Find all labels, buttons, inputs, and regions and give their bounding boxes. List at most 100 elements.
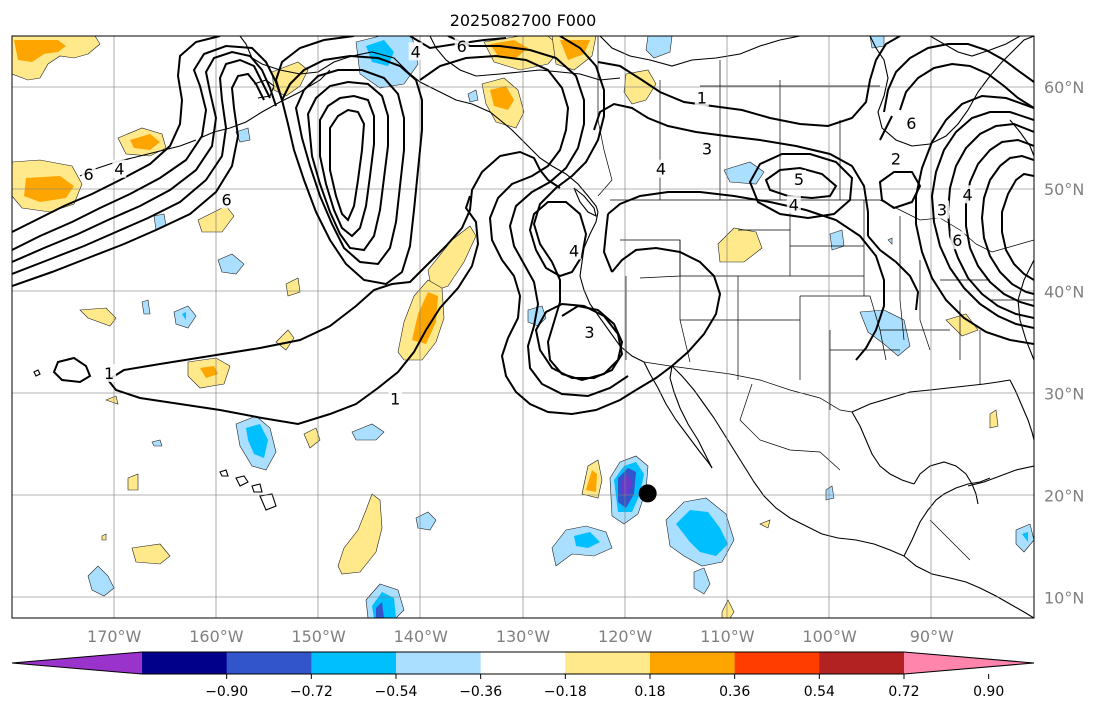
contour-e4 xyxy=(980,154,1034,295)
fill-patch-aleutian-1-core xyxy=(130,134,160,150)
lon-label-110w: 110°W xyxy=(700,627,755,646)
colorbar-tick-label: 0.90 xyxy=(973,684,1004,700)
fill-patch-hawaii-west-blue xyxy=(151,439,163,447)
colorbar-tick-label: −0.36 xyxy=(459,684,502,700)
lat-label-40: 40°N xyxy=(1044,282,1084,301)
colorbar-bin xyxy=(819,652,905,674)
fill-patch-south-central xyxy=(337,493,383,575)
contour-us-3 xyxy=(602,213,613,273)
contour-label: 1 xyxy=(104,364,114,383)
contour-4-loop xyxy=(528,201,588,278)
contour-w4 xyxy=(12,72,265,287)
contour-label-bg xyxy=(935,200,950,219)
contour-label: 2 xyxy=(891,150,901,169)
contour-label: 3 xyxy=(584,323,594,342)
fill-patch-gulf-alaska-blue xyxy=(467,89,479,103)
lat-label-10: 10°N xyxy=(1044,589,1084,608)
fill-patch-nwt-blue xyxy=(869,36,885,49)
contour-e-upper xyxy=(883,43,1034,113)
contour-label: 1 xyxy=(697,88,707,107)
fill-patch-central-pac-3 xyxy=(79,307,117,327)
contour-label-bg xyxy=(582,323,597,342)
contour-ak4 xyxy=(532,36,624,382)
contour-us-1 xyxy=(607,191,885,361)
contour-label: 4 xyxy=(411,42,421,61)
contour-label: 6 xyxy=(84,165,94,184)
contour-label-bg xyxy=(567,241,582,260)
colorbar-bin xyxy=(480,652,566,674)
coastline-hawaii-1 xyxy=(235,475,249,487)
coastline-baja-west xyxy=(643,361,713,469)
lon-label-140w: 140°W xyxy=(394,627,449,646)
contour-label: 3 xyxy=(937,201,947,220)
fill-patch-aleutian-blue xyxy=(235,127,251,143)
fill-patch-far-south-2 xyxy=(721,599,735,618)
contour-ak2 xyxy=(419,54,637,416)
fill-patch-central-pac-2-core xyxy=(200,366,218,378)
fill-patch-bering-blue-core xyxy=(366,40,394,66)
coastline-hudson-bay xyxy=(869,36,1034,147)
contour-label: 4 xyxy=(114,160,124,179)
coastline-hawaii-3 xyxy=(259,493,277,511)
contour-label: 4 xyxy=(789,195,799,214)
coastline-alaska-peninsula xyxy=(199,69,331,139)
border-alaska-canada xyxy=(597,36,613,197)
fill-patch-mexico-west-coast xyxy=(759,519,771,529)
contour-label-bg xyxy=(454,37,469,56)
fill-patch-hawaii-tiny xyxy=(101,533,107,541)
colorbar-tick-label: −0.54 xyxy=(375,684,418,700)
contour-label: 3 xyxy=(702,139,712,158)
coastline-caribbean-cuba xyxy=(967,465,1034,487)
lon-label-130w: 130°W xyxy=(496,627,551,646)
lon-label-120w: 120°W xyxy=(598,627,653,646)
contour-e-outer xyxy=(915,94,1034,345)
fill-patch-offshore-38n-core xyxy=(412,292,438,344)
contour-w-top xyxy=(12,36,221,233)
coastline-labrador xyxy=(1009,119,1034,157)
fill-patch-central-pac-blue-3-core xyxy=(182,312,186,320)
contour-label-bg xyxy=(699,139,714,158)
coastline-texas-gulf xyxy=(851,379,1011,413)
border-layer xyxy=(597,36,1034,561)
fill-patch-gulf-alaska-north-core xyxy=(490,40,528,58)
fill-patch-central-pac-blue-4 xyxy=(141,299,151,315)
contour-e-left-loop xyxy=(878,171,922,210)
colorbar-bin xyxy=(396,652,482,674)
contour-label-bg xyxy=(786,195,801,214)
contour-e5 xyxy=(1001,172,1034,281)
fill-patch-storm-sw-core xyxy=(574,532,600,548)
contour-label-bg xyxy=(653,159,668,178)
contour-label-bg xyxy=(112,159,127,178)
contour-label-bg xyxy=(904,113,919,132)
coastline-central-america xyxy=(903,555,1034,618)
fill-patch-montana-blue xyxy=(829,229,845,251)
fill-patch-offshore-45n xyxy=(427,225,477,293)
fill-patch-caribbean-blue-core xyxy=(1022,532,1028,542)
colorbar-bin xyxy=(142,652,228,674)
fill-patch-great-lakes-east xyxy=(945,313,979,337)
colorbar-tick-label: 0.18 xyxy=(634,684,665,700)
contour-1-pacific-lower xyxy=(107,195,480,426)
coastline-yucatan xyxy=(913,461,979,505)
contour-label: 4 xyxy=(962,185,972,204)
coastline-layer xyxy=(33,36,1034,618)
colorbar-outline xyxy=(11,651,1035,675)
fill-patch-yukon-blue xyxy=(645,36,673,59)
contour-layer xyxy=(12,36,1034,426)
fill-patch-great-lakes-blue xyxy=(887,237,893,245)
contour-1-canada xyxy=(597,36,901,128)
fill-patch-yukon-core xyxy=(560,40,590,60)
coastline-florida xyxy=(1009,379,1034,441)
contour-3-canada xyxy=(593,102,869,236)
colorbar-bin xyxy=(650,652,736,674)
colorbar-tick-label: 0.54 xyxy=(804,684,835,700)
lon-label-100w: 100°W xyxy=(802,627,857,646)
colorbar-extend-max xyxy=(904,652,1034,674)
coastline-vancouver-island xyxy=(573,187,597,218)
lat-label-30: 30°N xyxy=(1044,384,1084,403)
colorbar-bin xyxy=(565,652,651,674)
contour-e-upper2 xyxy=(899,62,1034,111)
map-frame xyxy=(11,35,1035,619)
fill-patch-hawaii-north-blue-core xyxy=(246,424,268,458)
contour-c5 xyxy=(329,108,366,222)
